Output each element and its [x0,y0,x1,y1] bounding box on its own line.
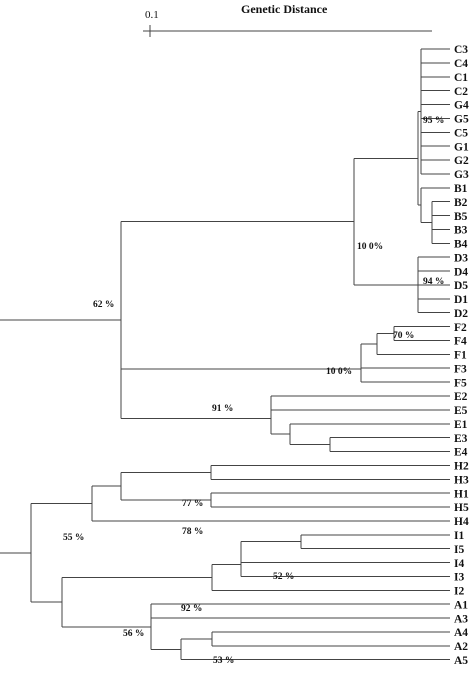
leaf-label: C5 [454,127,468,139]
leaf-label: D1 [454,294,468,306]
bootstrap-h: 55 % [63,533,84,543]
bootstrap-i15: 52 % [273,572,294,582]
leaf-label: A2 [454,641,468,653]
leaf-label: G5 [454,114,469,126]
leaf-label: G3 [454,169,469,181]
bootstrap-upper: 62 % [93,300,114,310]
leaf-label: H4 [454,516,469,528]
leaf-label: E5 [454,405,468,417]
bootstrap-i: 92 % [181,604,202,614]
leaf-label: H1 [454,488,469,500]
bootstrap-a: 56 % [123,629,144,639]
leaf-label: C3 [454,44,468,56]
leaf-label: E4 [454,447,468,459]
leaf-label: D2 [454,308,468,320]
leaf-label: F3 [454,363,467,375]
leaf-label: C4 [454,58,468,70]
bootstrap-d: 94 % [423,277,444,287]
bootstrap-f-top: 70 % [393,331,414,341]
chart-title: Genetic Distance [241,2,328,16]
bootstrap-e: 91 % [212,404,233,414]
leaf-label: A1 [454,599,468,611]
scale-bar-label: 0.1 [145,9,159,21]
leaf-label: I5 [454,544,464,556]
leaf-label: B4 [454,239,468,251]
leaf-label: F4 [454,336,467,348]
bootstrap-cg: 95 % [423,116,444,126]
leaf-label: D5 [454,280,468,292]
leaf-label: A4 [454,627,468,639]
leaf-label: E3 [454,433,468,445]
leaf-label: F1 [454,350,467,362]
leaf-label: H3 [454,474,469,486]
leaf-label: C1 [454,72,468,84]
bootstrap-h23: 77 % [182,499,203,509]
leaf-label: G2 [454,155,469,167]
leaf-label: D3 [454,252,468,264]
leaf-label: I1 [454,530,464,542]
leaf-label: B2 [454,197,468,209]
leaf-label: G1 [454,141,469,153]
leaf-label: B3 [454,225,468,237]
bootstrap-f: 10 0% [326,367,352,377]
leaf-label: I3 [454,572,464,584]
leaf-label: C2 [454,86,468,98]
bootstrap-bcdg: 10 0% [357,242,383,252]
leaf-label: E2 [454,391,468,403]
leaf-label: E1 [454,419,468,431]
leaf-label: H2 [454,461,469,473]
leaf-label: G4 [454,100,469,112]
tree-branches [0,48,450,661]
leaf-label: A3 [454,613,468,625]
bootstrap-h15: 78 % [182,527,203,537]
leaf-label: B5 [454,211,468,223]
bootstrap-a25: 53 % [213,656,234,666]
leaf-label: I2 [454,586,464,598]
scale-bar [143,25,432,37]
bootstrap-values: 95 % 10 0% 94 % 70 % 10 0% 91 % 62 % 77 … [63,116,444,666]
leaf-label: A5 [454,655,468,667]
leaf-label: F2 [454,322,467,334]
leaf-label: I4 [454,558,464,570]
leaf-label: B1 [454,183,468,195]
leaf-label: F5 [454,377,467,389]
leaf-label: D4 [454,266,468,278]
leaf-label: H5 [454,502,469,514]
